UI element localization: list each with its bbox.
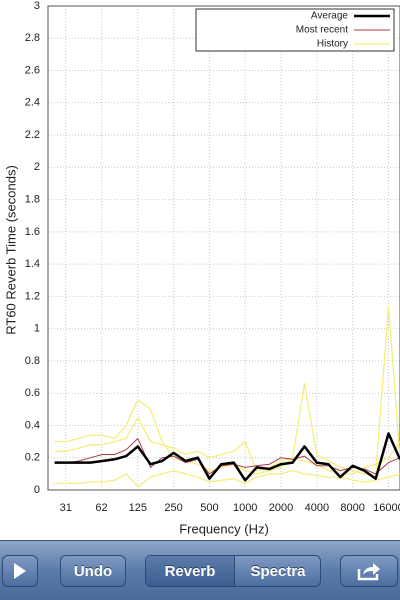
share-icon — [357, 563, 380, 581]
segment-button[interactable]: Reverb — [146, 556, 235, 586]
y-tick-label: 2.2 — [25, 129, 40, 141]
toolbar: Undo Reverb Spectra — [0, 540, 400, 600]
x-axis-label: Frequency (Hz) — [179, 521, 269, 536]
y-tick-label: 0.8 — [25, 355, 40, 367]
x-tick-label: 2000 — [269, 502, 293, 514]
legend-label: History — [317, 39, 348, 50]
y-tick-label: 0.2 — [25, 452, 40, 464]
segmented-control: Reverb Spectra — [145, 555, 321, 587]
x-tick-label: 4000 — [305, 502, 329, 514]
x-tick-label: 8000 — [340, 502, 364, 514]
history-line — [54, 305, 400, 475]
series-line — [54, 432, 400, 482]
y-tick-label: 1.8 — [25, 194, 40, 206]
y-tick-label: 1.6 — [25, 226, 40, 238]
play-button[interactable] — [2, 555, 38, 587]
y-tick-label: 0.4 — [25, 419, 40, 431]
y-tick-label: 2.6 — [25, 64, 40, 76]
x-tick-label: 31 — [60, 502, 72, 514]
plot-frame — [47, 5, 400, 491]
x-tick-label: 62 — [95, 502, 107, 514]
undo-button[interactable]: Undo — [60, 555, 126, 587]
chart: RT60 Reverb Time (seconds) Frequency (Hz… — [3, 0, 400, 536]
x-tick-label: 1000 — [233, 502, 257, 514]
y-tick-label: 3 — [34, 0, 40, 12]
y-tick-label: 2.4 — [25, 97, 40, 109]
legend-label: Most recent — [296, 25, 348, 36]
share-button[interactable] — [340, 555, 398, 587]
y-tick-label: 2 — [34, 161, 40, 173]
y-tick-label: 0 — [34, 484, 40, 496]
x-tick-label: 250 — [164, 502, 182, 514]
legend-label: Average — [311, 11, 349, 22]
y-tick-label: 0.6 — [25, 387, 40, 399]
y-tick-label: 1.2 — [25, 290, 40, 302]
history-line — [54, 469, 400, 488]
y-tick-label: 1.4 — [25, 258, 40, 270]
y-tick-label: 2.8 — [25, 32, 40, 44]
segment-button[interactable]: Spectra — [250, 562, 306, 580]
y-axis-label: RT60 Reverb Time (seconds) — [3, 165, 18, 335]
y-tick-label: 1 — [34, 323, 40, 335]
legend: Average Most recent History — [195, 8, 395, 52]
series-line — [54, 437, 400, 475]
x-tick-label: 125 — [129, 502, 147, 514]
x-tick-label: 16000 — [373, 502, 400, 514]
play-icon — [14, 563, 26, 579]
x-tick-label: 500 — [200, 502, 218, 514]
